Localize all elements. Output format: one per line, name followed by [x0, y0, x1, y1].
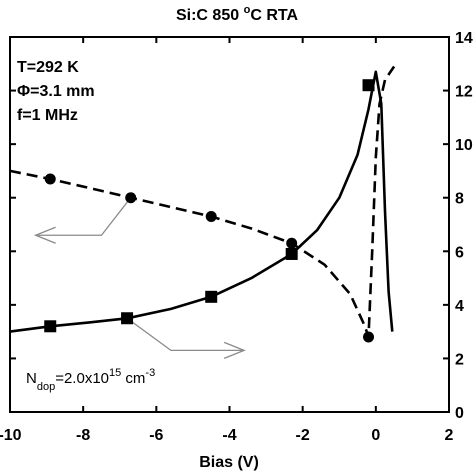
- series-1-point-4: [363, 331, 375, 343]
- left-arrow-shaft: [35, 197, 132, 236]
- annotation-temperature: T=292 K: [17, 59, 79, 76]
- series-1-point-2: [205, 210, 217, 222]
- series-0-point-1: [121, 312, 134, 325]
- series-0-point-2: [205, 290, 218, 303]
- x-tick-label-0: -10: [0, 427, 22, 444]
- series-1-line: [9, 65, 396, 339]
- series-0-point-4: [362, 79, 375, 92]
- annotation-ndop: Ndop=2.0x1015 cm-3: [26, 367, 155, 393]
- x-tick-label-4: -2: [296, 427, 310, 444]
- markers-group: [44, 79, 375, 343]
- series-1-point-1: [125, 192, 137, 204]
- series-0-point-3: [285, 247, 298, 260]
- y-tick-label-5: 10: [455, 137, 473, 154]
- y-tick-label-3: 6: [455, 244, 464, 261]
- x-tick-label-1: -8: [76, 427, 90, 444]
- right-arrow-head: [223, 341, 246, 359]
- left-arrow-head: [33, 226, 56, 244]
- x-tick-label-3: -4: [222, 427, 236, 444]
- y-tick-label-2: 4: [455, 298, 464, 315]
- right-arrow-shaft: [126, 317, 245, 352]
- x-tick-label-5: 0: [371, 427, 380, 444]
- y-tick-label-4: 8: [455, 191, 464, 208]
- y-tick-label-1: 2: [455, 351, 464, 368]
- series-1-point-3: [286, 237, 298, 249]
- arrows-group: [33, 197, 246, 359]
- y-tick-label-0: 0: [455, 405, 464, 422]
- x-tick-label-6: 2: [445, 427, 454, 444]
- series-1-point-0: [44, 173, 56, 185]
- annotation-diameter: Φ=3.1 mm: [17, 83, 95, 100]
- chart-title: Si:C 850 oC RTA: [176, 4, 298, 24]
- series-0-line: [9, 70, 394, 333]
- y-tick-label-6: 12: [455, 84, 473, 101]
- series-0-point-0: [44, 320, 57, 333]
- curves-group: [9, 65, 396, 339]
- y-tick-label-7: 14: [455, 30, 473, 47]
- x-tick-label-2: -6: [149, 427, 163, 444]
- x-axis-label: Bias (V): [199, 454, 259, 471]
- annotation-frequency: f=1 MHz: [17, 107, 78, 124]
